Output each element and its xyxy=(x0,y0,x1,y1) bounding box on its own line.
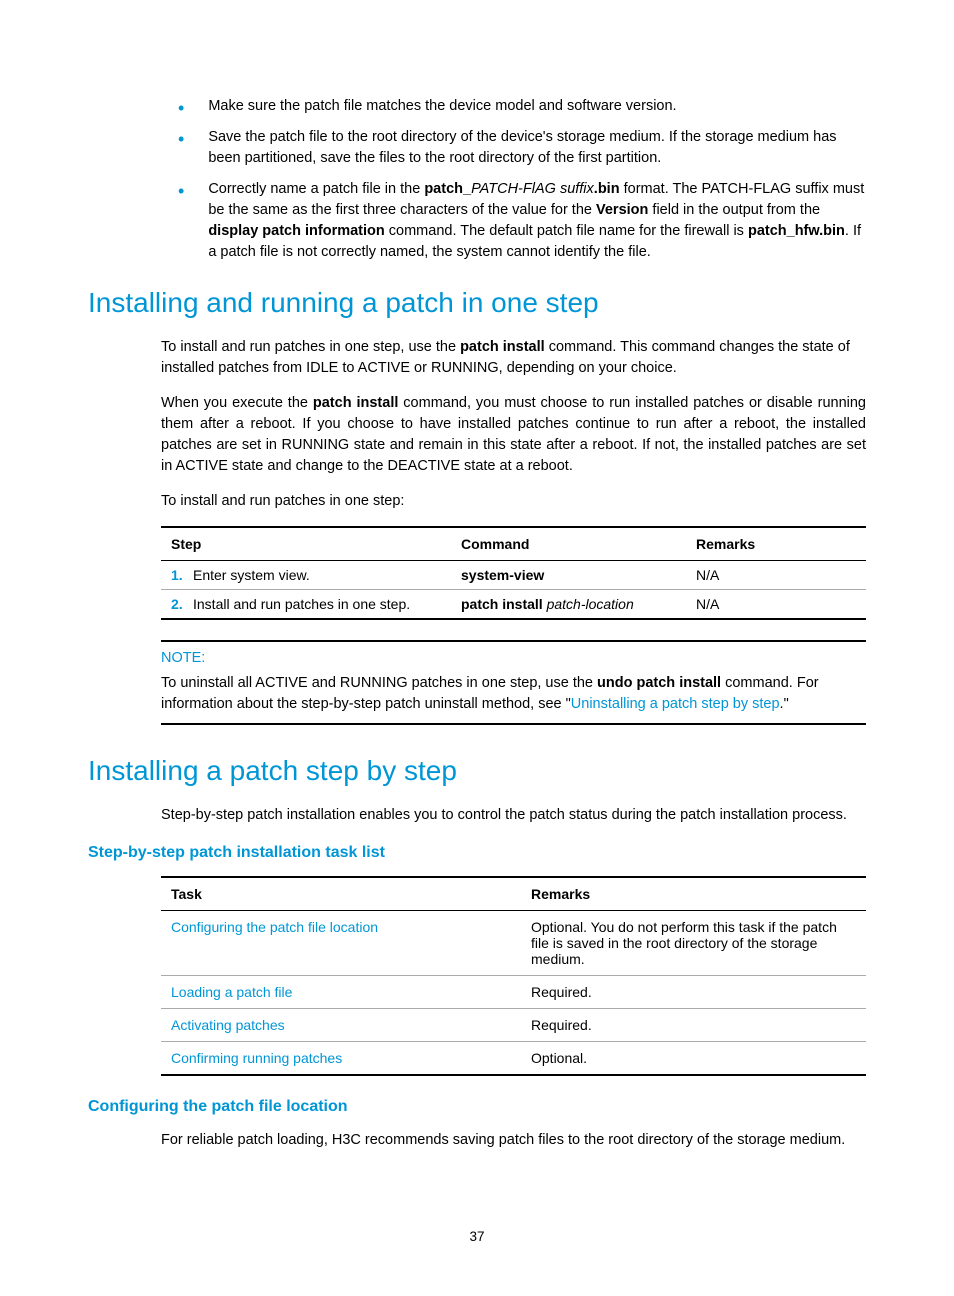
col-step: Step xyxy=(161,527,451,561)
col-command: Command xyxy=(451,527,686,561)
subheading-task-list: Step-by-step patch installation task lis… xyxy=(88,844,866,862)
paragraph: Step-by-step patch installation enables … xyxy=(161,805,866,826)
table-row: Configuring the patch file location Opti… xyxy=(161,911,866,976)
col-task: Task xyxy=(161,877,521,911)
note-label: NOTE: xyxy=(161,648,866,669)
remarks-cell: Optional. You do not perform this task i… xyxy=(521,911,866,976)
task-link[interactable]: Configuring the patch file location xyxy=(171,919,378,935)
bullet-icon: • xyxy=(178,99,184,117)
task-link[interactable]: Confirming running patches xyxy=(171,1050,342,1066)
task-link[interactable]: Activating patches xyxy=(171,1017,285,1033)
command-cell: system-view xyxy=(451,561,686,590)
task-table: Task Remarks Configuring the patch file … xyxy=(161,876,866,1076)
remarks-cell: Required. xyxy=(521,976,866,1009)
task-link[interactable]: Loading a patch file xyxy=(171,984,292,1000)
table-row: Activating patches Required. xyxy=(161,1009,866,1042)
note-block: NOTE: To uninstall all ACTIVE and RUNNIN… xyxy=(161,640,866,725)
intro-bullets: • Make sure the patch file matches the d… xyxy=(178,96,866,263)
col-remarks: Remarks xyxy=(686,527,866,561)
step-number: 1. xyxy=(171,567,193,583)
paragraph: To install and run patches in one step, … xyxy=(161,337,866,379)
bullet-item: • Make sure the patch file matches the d… xyxy=(178,96,866,117)
table-row: Loading a patch file Required. xyxy=(161,976,866,1009)
remarks-cell: N/A xyxy=(686,561,866,590)
step-text: Install and run patches in one step. xyxy=(193,596,410,612)
bullet-text: Correctly name a patch file in the patch… xyxy=(208,179,866,263)
section-heading-install-one-step: Installing and running a patch in one st… xyxy=(88,287,866,319)
paragraph: When you execute the patch install comma… xyxy=(161,393,866,477)
bullet-item: • Correctly name a patch file in the pat… xyxy=(178,179,866,263)
table-row: 1.Enter system view. system-view N/A xyxy=(161,561,866,590)
steps-table: Step Command Remarks 1.Enter system view… xyxy=(161,526,866,620)
section-heading-step-by-step: Installing a patch step by step xyxy=(88,755,866,787)
col-remarks: Remarks xyxy=(521,877,866,911)
bullet-text: Save the patch file to the root director… xyxy=(208,127,866,169)
paragraph: To install and run patches in one step: xyxy=(161,491,866,512)
paragraph: For reliable patch loading, H3C recommen… xyxy=(161,1130,866,1151)
remarks-cell: N/A xyxy=(686,590,866,620)
bullet-icon: • xyxy=(178,130,184,169)
step-number: 2. xyxy=(171,596,193,612)
subheading-configuring-location: Configuring the patch file location xyxy=(88,1098,866,1116)
command-cell: patch install patch-location xyxy=(451,590,686,620)
bullet-text: Make sure the patch file matches the dev… xyxy=(208,96,866,117)
bullet-item: • Save the patch file to the root direct… xyxy=(178,127,866,169)
table-row: Confirming running patches Optional. xyxy=(161,1042,866,1076)
remarks-cell: Required. xyxy=(521,1009,866,1042)
note-text: To uninstall all ACTIVE and RUNNING patc… xyxy=(161,673,866,715)
table-row: 2.Install and run patches in one step. p… xyxy=(161,590,866,620)
remarks-cell: Optional. xyxy=(521,1042,866,1076)
page-number: 37 xyxy=(0,1229,954,1244)
bullet-icon: • xyxy=(178,182,184,263)
step-text: Enter system view. xyxy=(193,567,310,583)
